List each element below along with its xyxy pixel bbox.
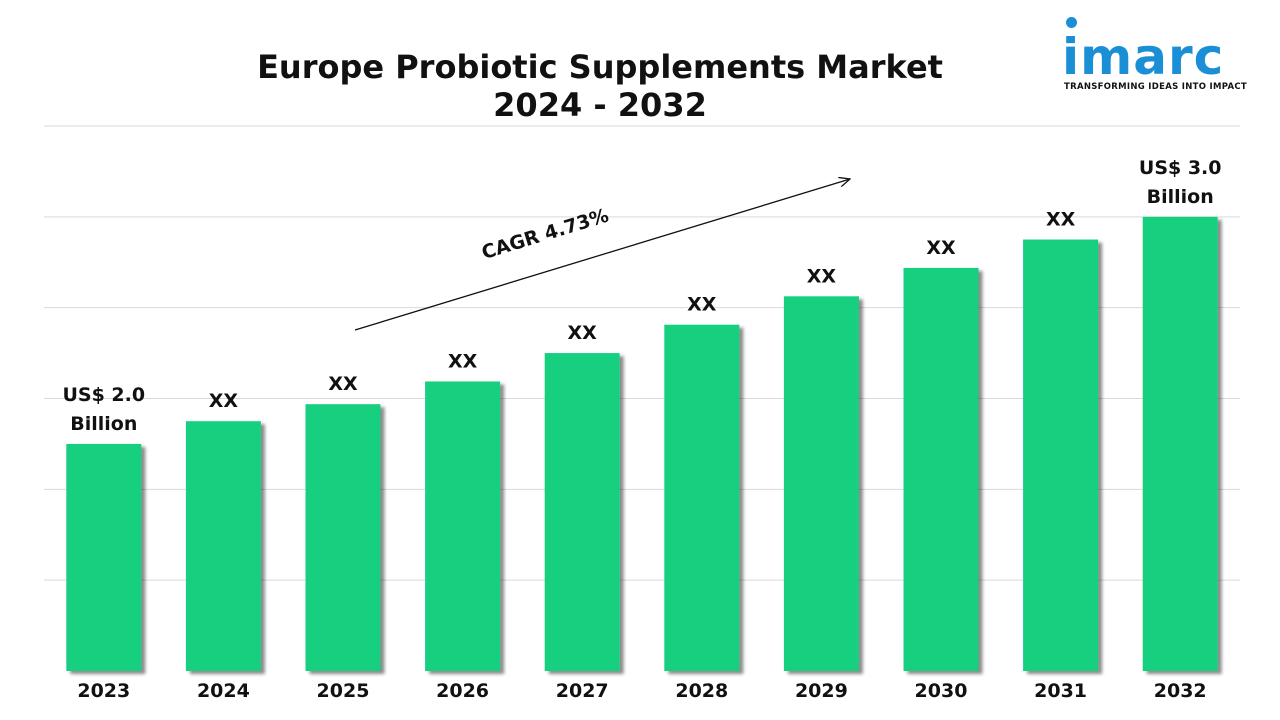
- data-label-2032: Billion: [1147, 186, 1214, 208]
- bar-2031: [1023, 239, 1099, 671]
- chart-title-line-2: 2024 - 2032: [493, 86, 707, 124]
- x-tick-labels: 2023 2024 2025 2026 2027 2028 2029 2030 2031 2032: [77, 680, 1206, 702]
- bar-2030: [903, 267, 979, 671]
- bar-2025: [305, 404, 381, 671]
- bar-2028: [664, 324, 740, 671]
- x-tick-2029: 2029: [795, 680, 848, 702]
- imarc-logo: imarc TRANSFORMING IDEAS INTO IMPACT: [1062, 14, 1247, 94]
- data-label-2023: US$ 2.0: [62, 384, 145, 406]
- data-label-2029: XX: [807, 265, 837, 287]
- data-label-2023: Billion: [70, 413, 137, 435]
- bar-2026: [425, 381, 501, 671]
- x-tick-2030: 2030: [915, 680, 968, 702]
- x-tick-2025: 2025: [317, 680, 370, 702]
- data-label-2030: XX: [926, 237, 956, 259]
- data-label-2026: XX: [448, 350, 478, 372]
- cagr-arrow: [354, 179, 850, 331]
- cagr-label: CAGR 4.73%: [479, 205, 611, 264]
- data-label-2025: XX: [328, 373, 358, 395]
- x-tick-2026: 2026: [436, 680, 489, 702]
- logo-wordmark: imarc: [1062, 28, 1225, 86]
- data-label-2027: XX: [568, 322, 598, 344]
- data-labels: US$ 2.0 Billion XX XX XX XX XX XX XX XX US$ 3.0 Bil…: [62, 157, 1221, 435]
- bar-2023: [66, 443, 142, 671]
- x-tick-2027: 2027: [556, 680, 609, 702]
- bar-2027: [544, 353, 620, 671]
- logo-dot-icon: [1066, 17, 1077, 28]
- x-tick-2028: 2028: [675, 680, 728, 702]
- bar-2029: [783, 296, 859, 671]
- x-tick-2031: 2031: [1034, 680, 1087, 702]
- x-tick-2024: 2024: [197, 680, 250, 702]
- logo-tagline: TRANSFORMING IDEAS INTO IMPACT: [1064, 82, 1248, 92]
- data-label-2031: XX: [1046, 209, 1076, 231]
- data-label-2028: XX: [687, 294, 717, 316]
- data-label-2032: US$ 3.0: [1139, 157, 1222, 179]
- chart-title-line-1: Europe Probiotic Supplements Market: [257, 48, 943, 86]
- x-tick-2032: 2032: [1154, 680, 1207, 702]
- x-tick-2023: 2023: [77, 680, 130, 702]
- data-label-2024: XX: [209, 390, 239, 412]
- bar-2024: [185, 421, 261, 671]
- bars: [66, 216, 1218, 672]
- bar-2032: [1142, 216, 1218, 672]
